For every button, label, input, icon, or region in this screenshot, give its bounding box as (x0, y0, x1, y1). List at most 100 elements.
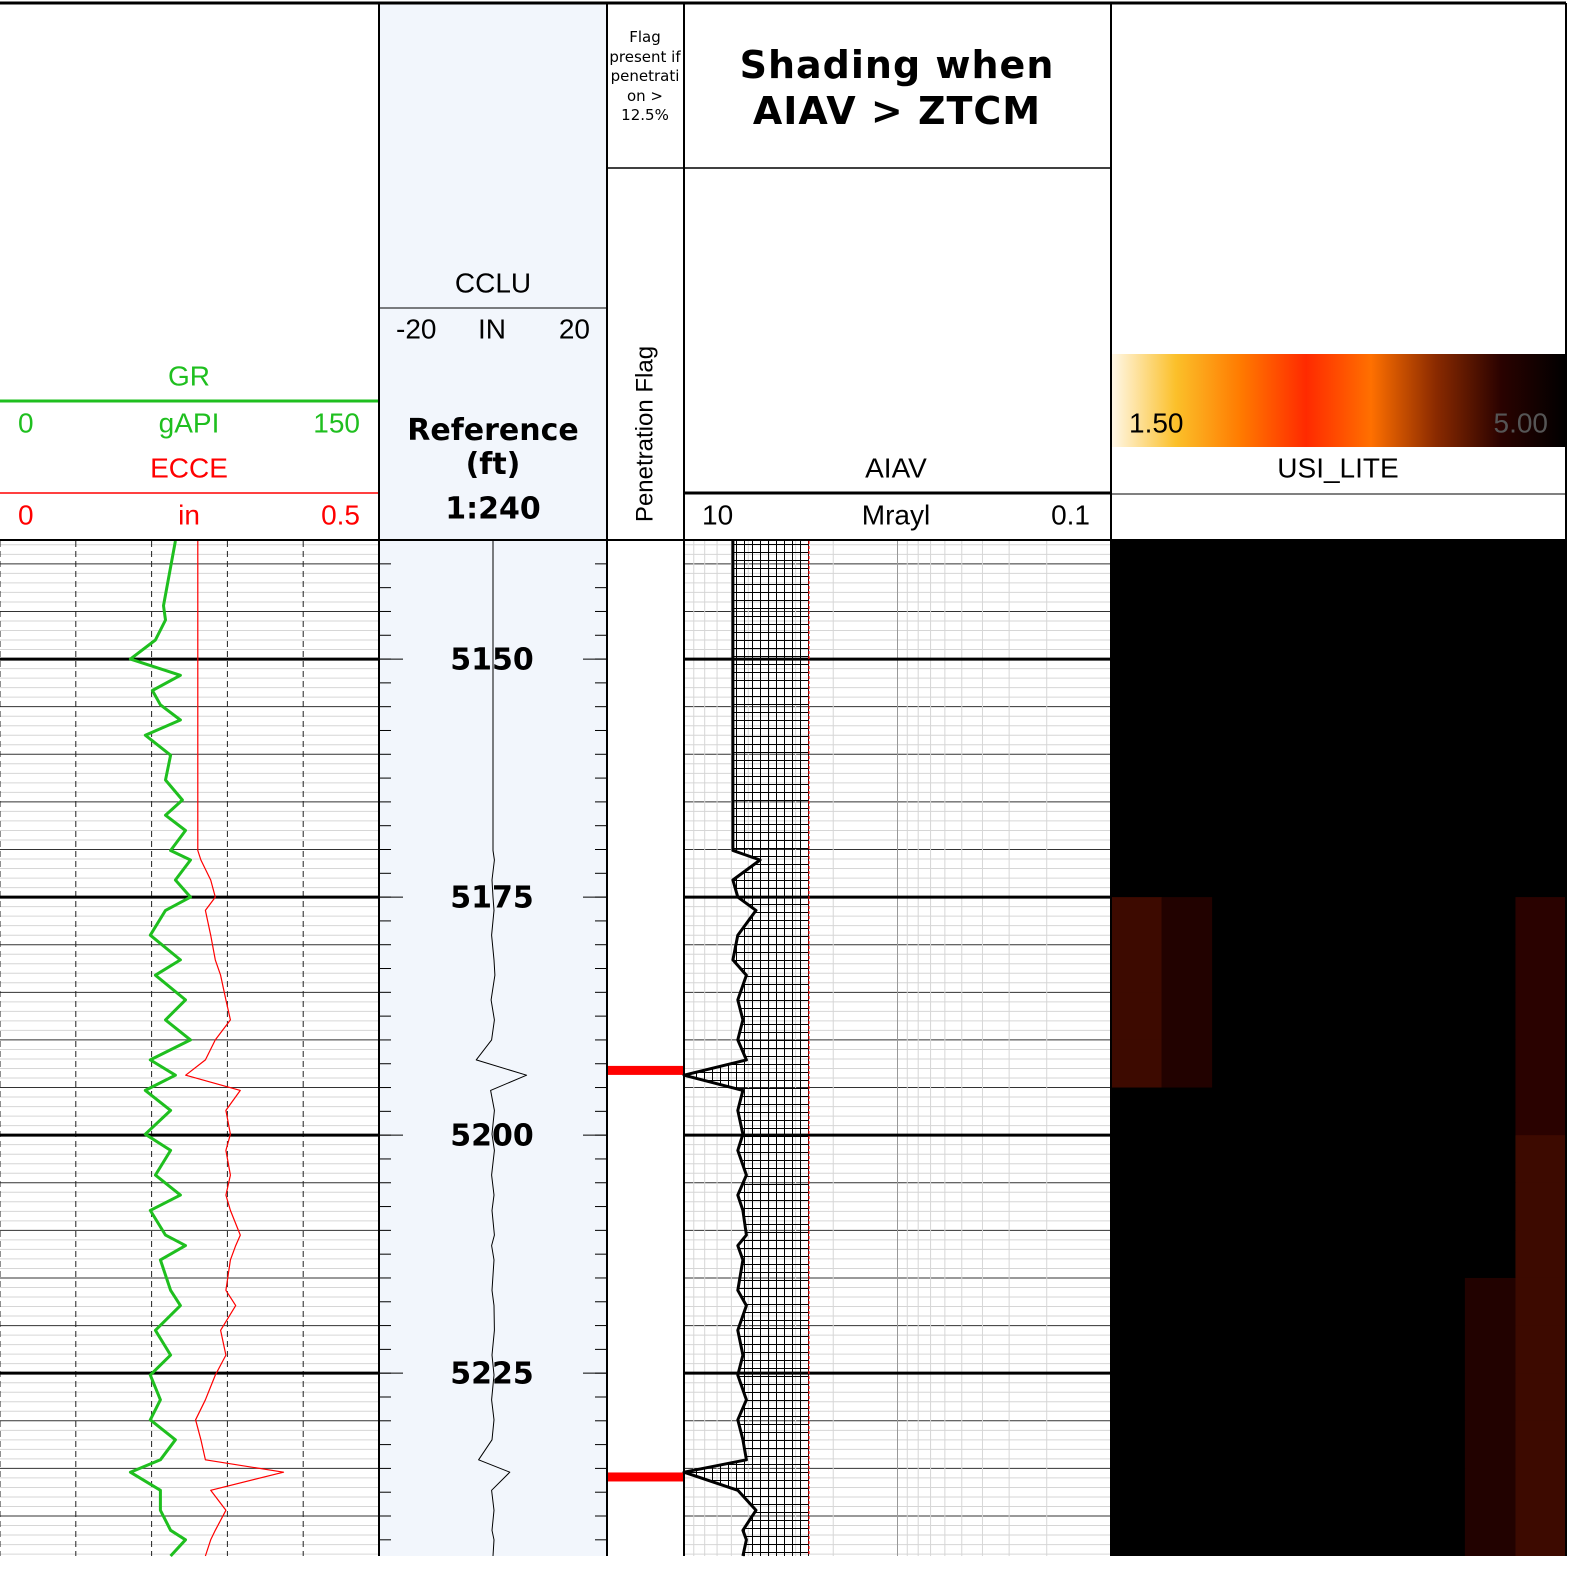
image-cell (1212, 1516, 1264, 1556)
image-cell (1414, 1468, 1466, 1517)
image-cell (1414, 611, 1466, 660)
image-cell (1464, 801, 1516, 850)
image-cell (1515, 801, 1566, 850)
image-cell (1262, 1468, 1314, 1517)
image-cell (1515, 849, 1566, 898)
image-cell (1515, 659, 1566, 708)
image-cell (1111, 541, 1163, 565)
image-cell (1111, 992, 1163, 1041)
curve-unit: in (178, 499, 200, 530)
image-cell (1363, 1516, 1415, 1556)
image-cell (1363, 801, 1415, 850)
image-cell (1313, 849, 1365, 898)
image-cell (1464, 1230, 1516, 1279)
image-cell (1262, 897, 1314, 946)
image-cell (1363, 1325, 1415, 1374)
image-cell (1212, 563, 1264, 612)
log-curve (128, 540, 192, 1558)
image-cell (1161, 1039, 1213, 1089)
image-cell (1363, 1135, 1415, 1184)
image-cell (1515, 1039, 1566, 1089)
image-cell (1414, 541, 1466, 565)
image-cell (1161, 1468, 1213, 1517)
image-cell (1464, 849, 1516, 898)
image-cell (1414, 1135, 1466, 1184)
image-cell (1313, 1087, 1365, 1136)
image-cell (1363, 1468, 1415, 1517)
image-cell (1414, 706, 1466, 755)
image-cell (1414, 944, 1466, 993)
image-cell (1363, 1420, 1415, 1469)
image-cell (1313, 944, 1365, 993)
image-cell (1464, 611, 1516, 660)
flag-label: Penetration Flag (631, 346, 658, 522)
image-cell (1515, 1135, 1566, 1184)
image-cell (1111, 801, 1163, 850)
image-cell (1111, 849, 1163, 898)
image-cell (1111, 754, 1163, 803)
image-cell (1515, 754, 1566, 803)
image-cell (1161, 897, 1213, 946)
image-cell (1464, 1325, 1516, 1374)
image-cell (1464, 944, 1516, 993)
image-cell (1515, 1373, 1566, 1422)
image-cell (1262, 1039, 1314, 1089)
image-cell (1161, 1230, 1213, 1279)
scale-min: 0 (18, 407, 34, 438)
image-cell (1515, 563, 1566, 612)
curve-unit: gAPI (159, 407, 220, 438)
image-cell (1111, 1277, 1163, 1327)
image-cell (1363, 659, 1415, 708)
image-cell (1161, 944, 1213, 993)
image-cell (1111, 1182, 1163, 1231)
image-cell (1313, 754, 1365, 803)
image-cell (1161, 611, 1213, 660)
image-cell (1161, 801, 1213, 850)
flag-mark (608, 1472, 684, 1482)
image-cell (1313, 541, 1365, 565)
image-cell (1313, 1516, 1365, 1556)
image-cell (1111, 1039, 1163, 1089)
image-cell (1111, 897, 1163, 946)
image-cell (1161, 1420, 1213, 1469)
scale-max: 0.5 (321, 499, 360, 530)
image-cell (1414, 992, 1466, 1041)
image-cell (1464, 541, 1516, 565)
image-cell (1313, 897, 1365, 946)
image-cell (1262, 1182, 1314, 1231)
image-cell (1262, 1325, 1314, 1374)
image-cell (1212, 1182, 1264, 1231)
image-cell (1262, 944, 1314, 993)
image-cell (1515, 1087, 1566, 1136)
image-cell (1262, 1087, 1314, 1136)
image-cell (1262, 1230, 1314, 1279)
image-cell (1111, 611, 1163, 660)
image-cell (1111, 1373, 1163, 1422)
image-cell (1161, 1087, 1213, 1136)
log-curve (185, 541, 285, 1557)
image-cell (1414, 1420, 1466, 1469)
image-cell (1313, 706, 1365, 755)
image-cell (1212, 706, 1264, 755)
image-cell (1161, 541, 1213, 565)
image-cell (1515, 541, 1566, 565)
image-cell (1515, 897, 1566, 946)
image-cell (1414, 1230, 1466, 1279)
scale-max: 20 (559, 313, 590, 344)
image-cell (1262, 992, 1314, 1041)
curve-name: USI_LITE (1277, 452, 1398, 483)
image-cell (1262, 801, 1314, 850)
image-cell (1515, 944, 1566, 993)
image-cell (1515, 1420, 1566, 1469)
image-track (1111, 541, 1566, 1556)
image-cell (1212, 1135, 1264, 1184)
image-cell (1161, 1373, 1213, 1422)
curve-name: CCLU (455, 267, 531, 298)
image-cell (1414, 1516, 1466, 1556)
image-cell (1313, 1420, 1365, 1469)
image-cell (1515, 611, 1566, 660)
scale-max: 150 (313, 407, 360, 438)
image-cell (1313, 1230, 1365, 1279)
depth-label: 5225 (450, 1357, 534, 1392)
